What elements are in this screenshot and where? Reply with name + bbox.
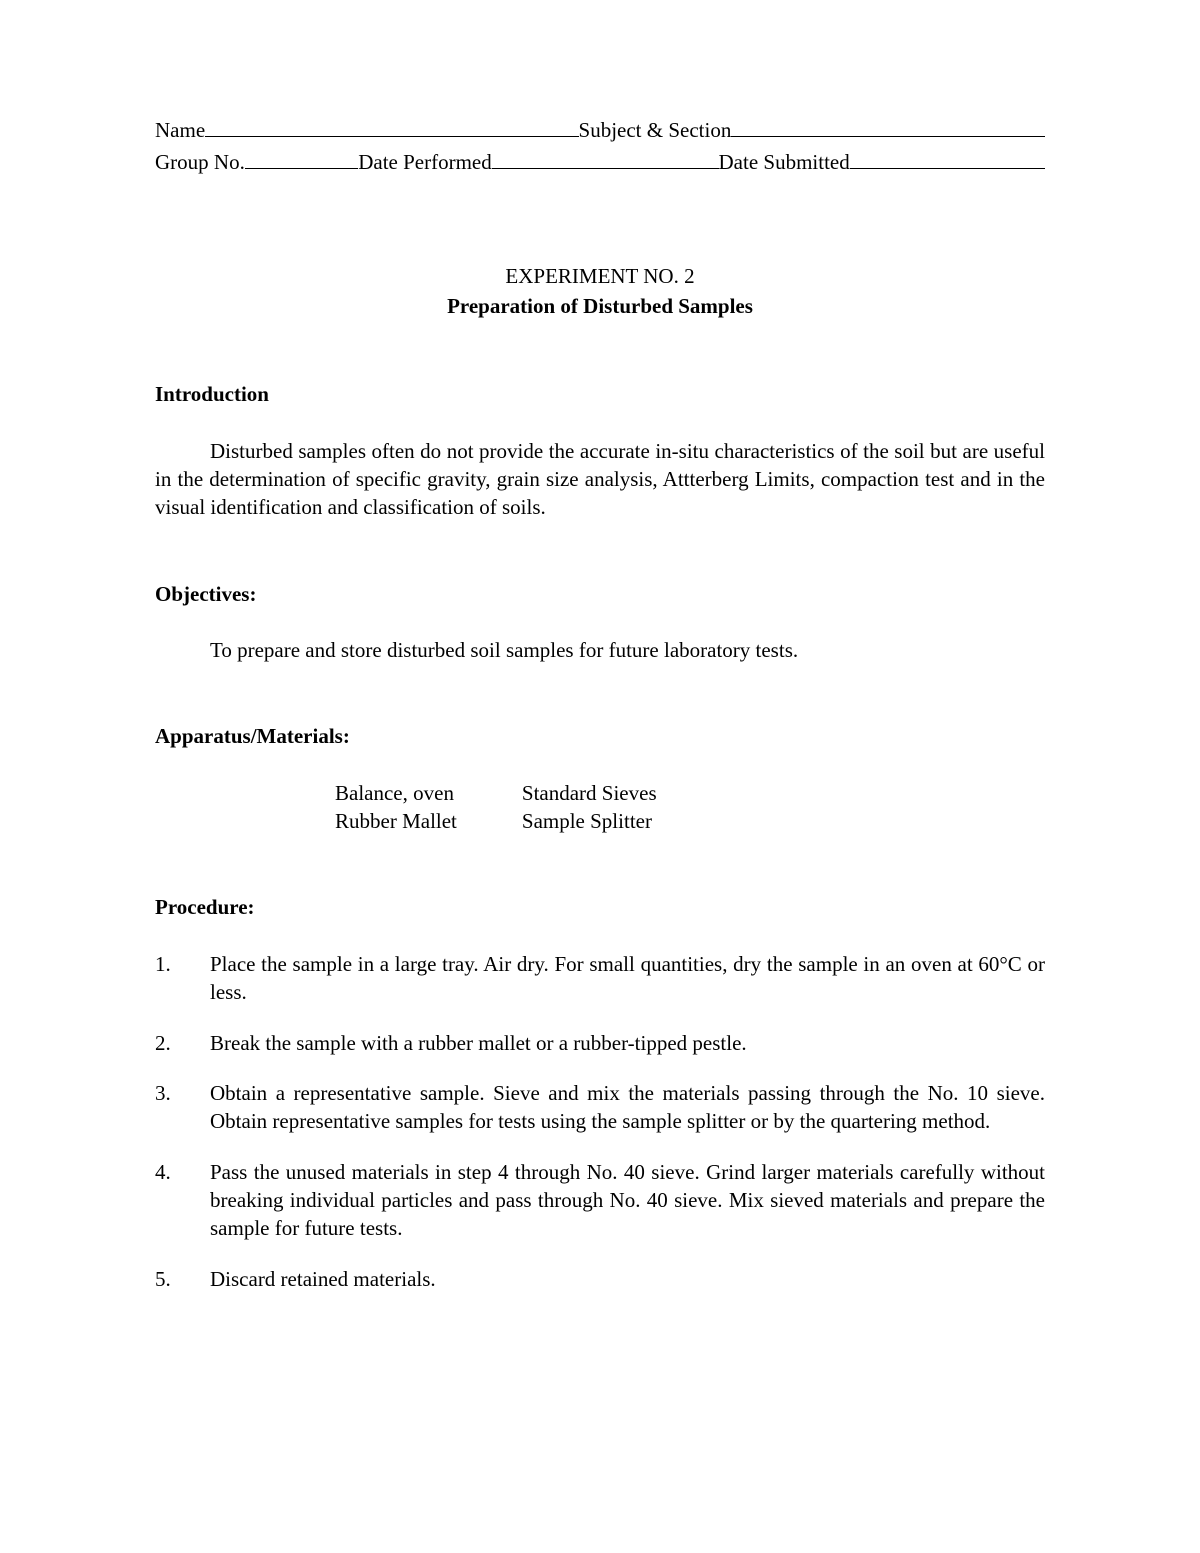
- procedure-item: 1. Place the sample in a large tray. Air…: [155, 950, 1045, 1007]
- procedure-list: 1. Place the sample in a large tray. Air…: [155, 950, 1045, 1293]
- procedure-number: 1.: [155, 950, 210, 1007]
- date-performed-label: Date Performed: [358, 148, 492, 176]
- apparatus-col-1: Balance, oven Rubber Mallet: [335, 779, 457, 836]
- procedure-number: 4.: [155, 1158, 210, 1243]
- header-row-1: Name Subject & Section: [155, 115, 1045, 144]
- apparatus-item: Balance, oven: [335, 779, 457, 807]
- experiment-number: EXPERIMENT NO. 2: [155, 262, 1045, 290]
- subject-blank[interactable]: [731, 115, 1045, 137]
- group-label: Group No.: [155, 148, 245, 176]
- group-blank[interactable]: [245, 147, 358, 169]
- date-submitted-label: Date Submitted: [719, 148, 850, 176]
- objectives-section: Objectives: To prepare and store disturb…: [155, 580, 1045, 665]
- name-blank[interactable]: [205, 115, 578, 137]
- procedure-item: 5. Discard retained materials.: [155, 1265, 1045, 1293]
- apparatus-section: Apparatus/Materials: Balance, oven Rubbe…: [155, 722, 1045, 835]
- procedure-number: 3.: [155, 1079, 210, 1136]
- procedure-text: Discard retained materials.: [210, 1265, 1045, 1293]
- header-row-2: Group No. Date Performed Date Submitted: [155, 147, 1045, 176]
- procedure-item: 2. Break the sample with a rubber mallet…: [155, 1029, 1045, 1057]
- introduction-text: Disturbed samples often do not provide t…: [155, 437, 1045, 522]
- subject-label: Subject & Section: [579, 116, 732, 144]
- introduction-section: Introduction Disturbed samples often do …: [155, 380, 1045, 521]
- objectives-text: To prepare and store disturbed soil samp…: [210, 636, 1045, 664]
- procedure-text: Break the sample with a rubber mallet or…: [210, 1029, 1045, 1057]
- apparatus-item: Sample Splitter: [522, 807, 657, 835]
- procedure-item: 4. Pass the unused materials in step 4 t…: [155, 1158, 1045, 1243]
- title-block: EXPERIMENT NO. 2 Preparation of Disturbe…: [155, 262, 1045, 321]
- apparatus-item: Standard Sieves: [522, 779, 657, 807]
- procedure-text: Obtain a representative sample. Sieve an…: [210, 1079, 1045, 1136]
- experiment-title: Preparation of Disturbed Samples: [155, 292, 1045, 320]
- apparatus-table: Balance, oven Rubber Mallet Standard Sie…: [335, 779, 1045, 836]
- procedure-number: 5.: [155, 1265, 210, 1293]
- objectives-heading: Objectives:: [155, 580, 1045, 608]
- procedure-text: Place the sample in a large tray. Air dr…: [210, 950, 1045, 1007]
- procedure-item: 3. Obtain a representative sample. Sieve…: [155, 1079, 1045, 1136]
- name-label: Name: [155, 116, 205, 144]
- date-submitted-blank[interactable]: [850, 147, 1045, 169]
- apparatus-item: Rubber Mallet: [335, 807, 457, 835]
- procedure-section: Procedure: 1. Place the sample in a larg…: [155, 893, 1045, 1292]
- procedure-heading: Procedure:: [155, 893, 1045, 921]
- introduction-heading: Introduction: [155, 380, 1045, 408]
- apparatus-col-2: Standard Sieves Sample Splitter: [522, 779, 657, 836]
- date-performed-blank[interactable]: [492, 147, 719, 169]
- procedure-number: 2.: [155, 1029, 210, 1057]
- procedure-text: Pass the unused materials in step 4 thro…: [210, 1158, 1045, 1243]
- apparatus-heading: Apparatus/Materials:: [155, 722, 1045, 750]
